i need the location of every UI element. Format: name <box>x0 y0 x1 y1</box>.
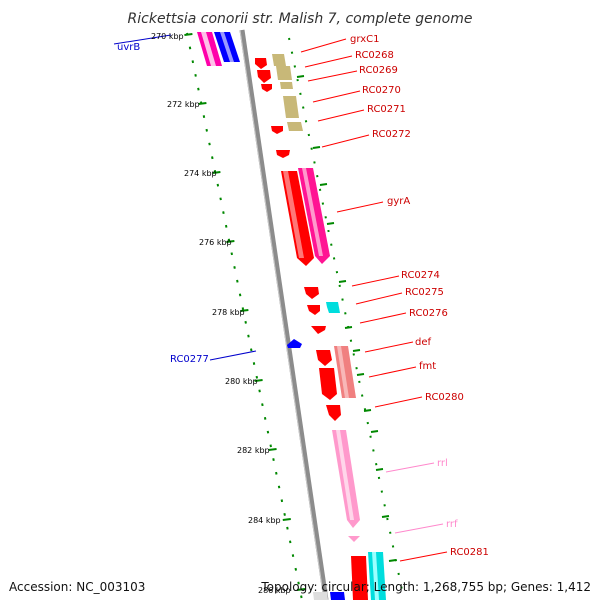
RC0275-feature[interactable] <box>307 305 320 315</box>
label-RC0271[interactable]: RC0271 <box>367 104 406 115</box>
label-RC0274[interactable]: RC0274 <box>401 270 440 281</box>
tick-label-270: 270 kbp <box>151 32 184 41</box>
bottom-grey-feature <box>313 592 328 600</box>
RC0271-feature[interactable] <box>271 126 283 134</box>
label-uvrB[interactable]: uvrB <box>117 42 140 53</box>
tick-label-286: 286 kbp <box>258 586 291 595</box>
feature-marker <box>363 409 372 412</box>
label-RC0268[interactable]: RC0268 <box>355 50 394 61</box>
def-feature[interactable] <box>316 350 332 366</box>
label-RC0276[interactable]: RC0276 <box>409 308 448 319</box>
ruler-major-tick <box>240 309 249 312</box>
RC0269-feature[interactable] <box>261 84 272 92</box>
label-def[interactable]: def <box>415 337 432 348</box>
ruler-major-tick <box>268 448 277 451</box>
accession-text: Accession: NC_003103 <box>9 580 146 594</box>
label-RC0280[interactable]: RC0280 <box>425 392 464 403</box>
feature-marker <box>312 146 321 149</box>
RC0276-feature[interactable] <box>311 326 326 334</box>
RC0274-feature[interactable] <box>304 287 319 299</box>
bottom-blue-feature[interactable] <box>330 592 345 600</box>
label-rrl[interactable]: rrl <box>437 458 448 469</box>
fmt-feature[interactable] <box>319 368 337 400</box>
feature-marker <box>370 430 379 433</box>
feature-marker <box>296 75 305 78</box>
topology-text: Topology: circular; Length: 1,268,755 bp… <box>261 580 591 594</box>
rrl-feature-highlight <box>336 430 354 520</box>
feature-markers <box>296 75 397 562</box>
feature-marker <box>344 326 353 329</box>
tick-label-274: 274 kbp <box>184 169 217 178</box>
feature-marker <box>326 222 335 225</box>
label-gyrA[interactable]: gyrA <box>387 196 410 207</box>
cyan-feature-1[interactable] <box>326 302 340 313</box>
label-RC0277[interactable]: RC0277 <box>170 354 209 365</box>
label-RC0269[interactable]: RC0269 <box>359 65 398 76</box>
rrf-feature[interactable] <box>348 536 360 542</box>
kbp-labels: 270 kbp 272 kbp 274 kbp 276 kbp 278 kbp … <box>151 32 291 595</box>
ruler-major-tick <box>212 171 221 174</box>
ruler-major-tick <box>296 588 306 591</box>
feature-marker <box>381 515 390 518</box>
gyrA-feature-highlight <box>283 171 304 258</box>
map-title: Rickettsia conorii str. Malish 7, comple… <box>128 11 473 27</box>
genome-backbone <box>239 29 329 600</box>
RC0280-feature[interactable] <box>326 405 341 421</box>
label-fmt[interactable]: fmt <box>419 361 436 372</box>
label-rrf[interactable]: rrf <box>446 519 458 530</box>
olive-feature-1[interactable] <box>272 54 286 66</box>
RC0270-feature[interactable] <box>283 96 299 118</box>
feature-marker <box>356 373 365 376</box>
olive-feature-4[interactable] <box>287 122 303 131</box>
ruler-major-tick <box>254 379 263 382</box>
tick-label-278: 278 kbp <box>212 308 245 317</box>
feature-marker <box>375 468 384 471</box>
label-grxC1[interactable]: grxC1 <box>350 34 379 45</box>
ruler-major-tick <box>198 102 207 105</box>
RC0277-feature[interactable] <box>287 339 302 348</box>
ruler-major-tick <box>184 33 193 36</box>
cyan-feature-2-highlight <box>372 552 379 600</box>
label-RC0270[interactable]: RC0270 <box>362 85 401 96</box>
feature-marker <box>388 559 397 562</box>
ruler-major-tick <box>282 518 291 521</box>
ruler-major-tick <box>226 240 235 243</box>
tick-label-276: 276 kbp <box>199 238 232 247</box>
feature-marker <box>338 280 347 283</box>
tick-label-280: 280 kbp <box>225 377 258 386</box>
gene-labels: uvrB grxC1 RC0268 RC0269 RC0270 RC0271 R… <box>117 34 489 558</box>
tick-label-272: 272 kbp <box>167 100 200 109</box>
uvrB-feature-highlight <box>220 32 234 62</box>
label-leaders <box>113 34 448 562</box>
trna-feature-top-highlight <box>201 32 216 66</box>
magenta-feature-highlight <box>302 168 323 256</box>
RC0272-feature[interactable] <box>276 150 290 158</box>
grxC1-feature[interactable] <box>255 58 267 69</box>
tick-label-282: 282 kbp <box>237 446 270 455</box>
RC0268-feature[interactable] <box>257 70 271 83</box>
inner-guide <box>288 37 403 589</box>
tick-ruler <box>184 32 306 599</box>
olive-feature-3[interactable] <box>280 82 293 89</box>
salmon-feature-highlight <box>337 346 349 398</box>
label-RC0275[interactable]: RC0275 <box>405 287 444 298</box>
feature-marker <box>352 349 361 352</box>
tick-label-284: 284 kbp <box>248 516 281 525</box>
olive-feature-2[interactable] <box>276 66 292 80</box>
feature-marker <box>319 183 328 186</box>
RC0281-feature[interactable] <box>351 556 368 600</box>
label-RC0281[interactable]: RC0281 <box>450 547 489 558</box>
label-RC0272[interactable]: RC0272 <box>372 129 411 140</box>
backbone-highlight <box>239 29 325 600</box>
